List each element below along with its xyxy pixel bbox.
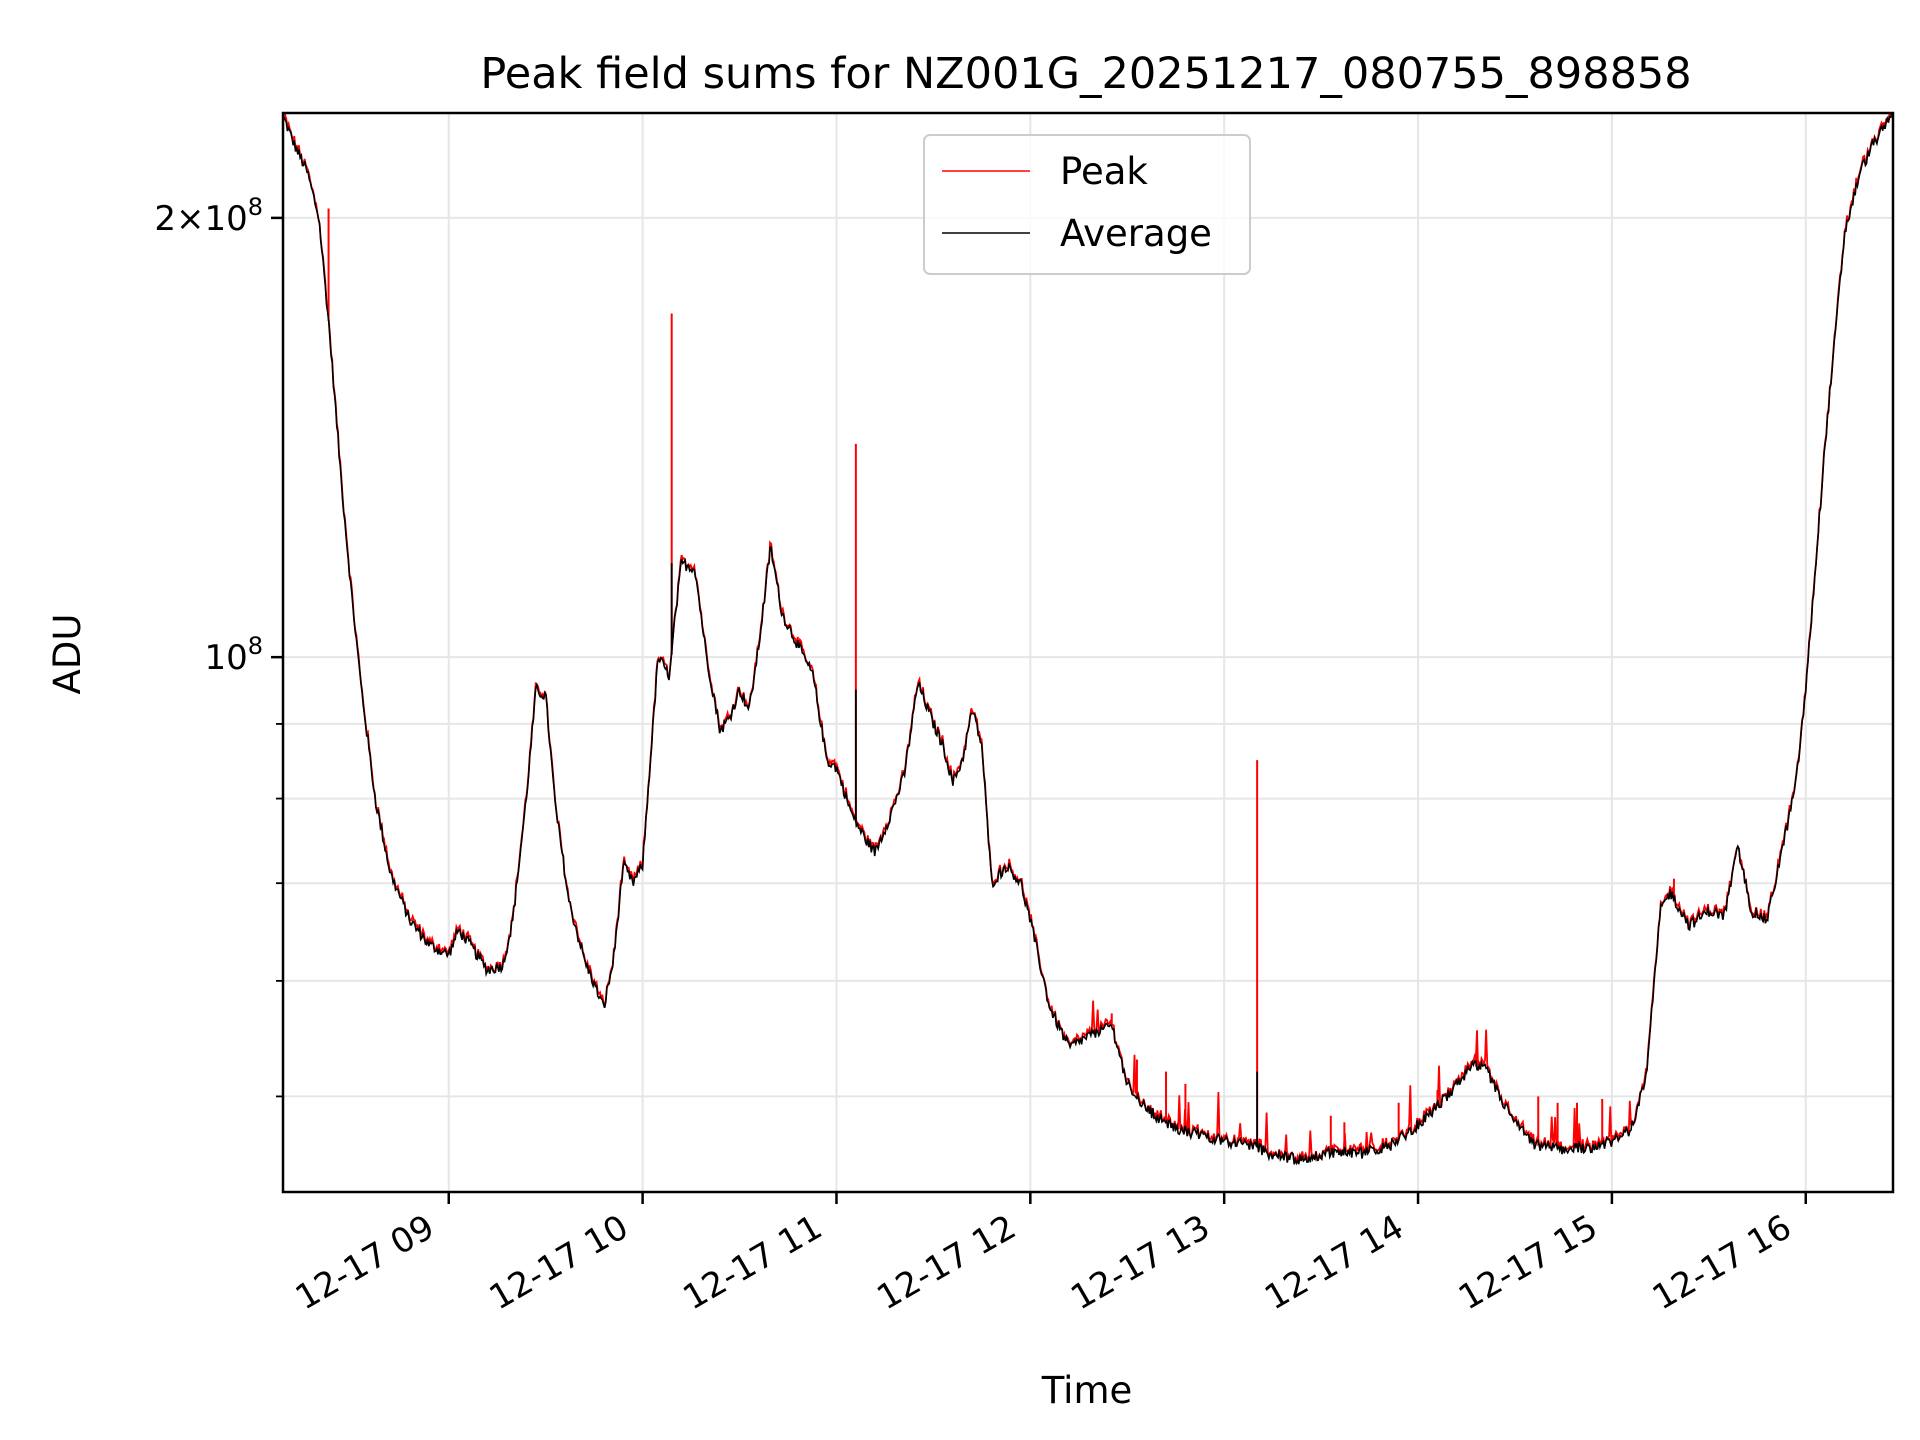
legend: Peak Average — [923, 134, 1251, 275]
series-group — [283, 113, 1893, 1166]
y-axis-label: ADU — [46, 614, 89, 695]
plot-frame — [281, 111, 1895, 1194]
x-axis-label: Time — [1041, 1369, 1133, 1412]
legend-peak-label: Peak — [1060, 150, 1148, 193]
series-average-line — [283, 113, 1893, 1166]
legend-average-label: Average — [1060, 212, 1212, 255]
legend-frame — [923, 134, 1251, 275]
y-tick-label: 2×108 — [154, 193, 263, 239]
chart-title: Peak field sums for NZ001G_20251217_0807… — [480, 49, 1691, 99]
